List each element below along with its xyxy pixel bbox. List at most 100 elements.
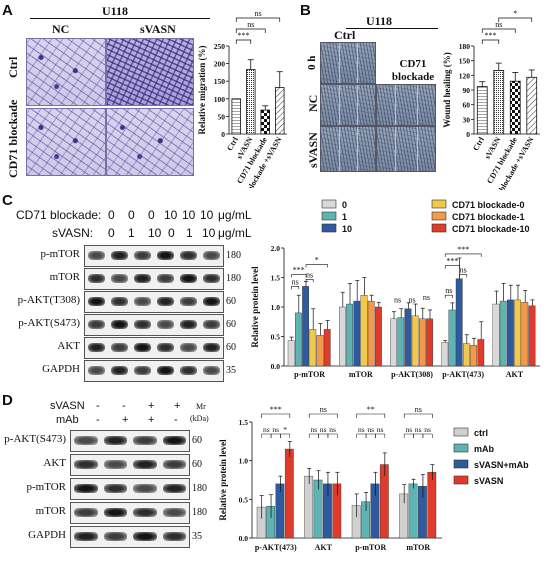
panel-b-row-svasn: sVASN: [306, 132, 320, 168]
blot-strip: [70, 454, 190, 476]
panel-d-mr-label: Mr: [196, 402, 206, 411]
bar: [418, 318, 426, 367]
blot-band: [74, 508, 98, 517]
blot-band: [162, 484, 186, 493]
panel-a-col-svasn: sVASN: [140, 22, 176, 36]
wound-image-svasn-ctrl: [320, 126, 376, 172]
legend-label: 0: [342, 200, 347, 210]
blot-band: [103, 484, 127, 493]
blot-band: [103, 460, 127, 469]
legend-swatch: [321, 223, 337, 233]
y-tick-label: 30: [463, 115, 471, 124]
panel-b-time-label: 0 h: [306, 55, 318, 70]
sig-label: ns: [394, 295, 401, 304]
blot-band: [203, 366, 220, 375]
y-tick-label: 2.0: [271, 244, 281, 253]
legend-swatch: [431, 223, 447, 233]
blot-strip: [84, 360, 224, 382]
sig-bracket: [308, 413, 338, 418]
y-tick-label: 1.0: [271, 303, 281, 312]
blot-band: [133, 436, 157, 445]
bar: [316, 335, 324, 367]
sig-label: ns: [495, 20, 502, 29]
treat-sign: +: [174, 400, 181, 412]
sig-label: ns: [415, 405, 422, 414]
treat-sign: +: [148, 400, 155, 412]
sig-bracket: [459, 274, 468, 278]
treat-val: 1: [128, 226, 135, 240]
wound-image-nc-cd71: [376, 84, 436, 126]
x-tick-label: p-mTOR: [355, 543, 386, 552]
wound-image-nc-ctrl: [320, 84, 376, 126]
x-tick-label: Ctrl: [471, 135, 486, 152]
y-axis-label: Relative protein level: [250, 266, 260, 348]
blot-band: [180, 297, 197, 306]
bar: [499, 300, 507, 367]
y-tick-label: 0.0: [239, 534, 249, 543]
blot-strip: [70, 478, 190, 500]
blot-band: [157, 366, 174, 375]
sig-label: ns: [306, 270, 313, 279]
blot-mw: 35: [192, 531, 202, 542]
sig-label: ns: [254, 9, 261, 18]
bar: [492, 303, 500, 367]
blot-band: [103, 532, 127, 541]
legend-swatch: [453, 427, 469, 437]
sig-label: ns: [445, 286, 452, 295]
sig-bracket: [422, 433, 433, 438]
blot-band: [133, 484, 157, 493]
sig-label: ns: [358, 425, 365, 434]
blot-label: GAPDH: [28, 529, 66, 541]
y-tick-label: 0: [221, 130, 225, 139]
treat-val: 10: [182, 208, 196, 222]
sig-bracket: [261, 433, 272, 438]
sig-bracket: [261, 413, 291, 418]
panel-b-col-ctrl: Ctrl: [334, 28, 356, 42]
bar: [367, 300, 375, 367]
sig-label: ns: [272, 425, 279, 434]
treat-unit: μg/mL: [218, 226, 252, 240]
blot-band: [133, 508, 157, 517]
panel-a-row-ctrl: Ctrl: [6, 56, 20, 78]
blot-mw: 60: [226, 342, 236, 353]
bar: [370, 483, 380, 539]
y-tick-label: 50: [218, 112, 226, 121]
blot-band: [162, 508, 186, 517]
sig-label: ***: [446, 257, 458, 266]
sig-label: ns: [329, 425, 336, 434]
blot-band: [103, 436, 127, 445]
sig-bracket: [413, 433, 424, 438]
sig-label: ***: [485, 31, 497, 40]
sig-label: ns: [311, 425, 318, 434]
panel-a-header-line: [30, 18, 210, 19]
y-tick-label: 1.5: [271, 274, 281, 283]
blot-label: mTOR: [35, 505, 66, 517]
bar: [514, 299, 521, 367]
blot-strip: [84, 245, 224, 267]
legend-swatch: [453, 443, 469, 453]
blot-mw: 180: [192, 507, 207, 518]
y-tick-label: 100: [214, 95, 226, 104]
x-tick-label: mTOR: [349, 370, 373, 379]
blot-band: [157, 297, 174, 306]
bar: [338, 306, 346, 367]
sig-bracket: [444, 294, 453, 299]
blot-band: [111, 274, 128, 283]
x-tick-label: p-AKT(473): [255, 543, 297, 552]
bar: [379, 464, 389, 539]
blot-band: [111, 366, 128, 375]
bar: [408, 483, 418, 539]
x-tick-label: AKT: [506, 370, 524, 379]
legend-swatch: [431, 199, 447, 209]
y-tick-label: 250: [214, 42, 226, 51]
legend-swatch: [321, 211, 337, 221]
bar: [284, 448, 294, 539]
panel-letter-c: C: [2, 192, 13, 209]
bar: [509, 80, 521, 135]
blot-strip: [70, 502, 190, 524]
blot-band: [134, 343, 151, 352]
y-axis-label: Relative migration (%): [197, 46, 207, 135]
bar: [256, 506, 266, 539]
sig-bracket: [375, 433, 386, 438]
sig-bracket: [235, 39, 252, 44]
